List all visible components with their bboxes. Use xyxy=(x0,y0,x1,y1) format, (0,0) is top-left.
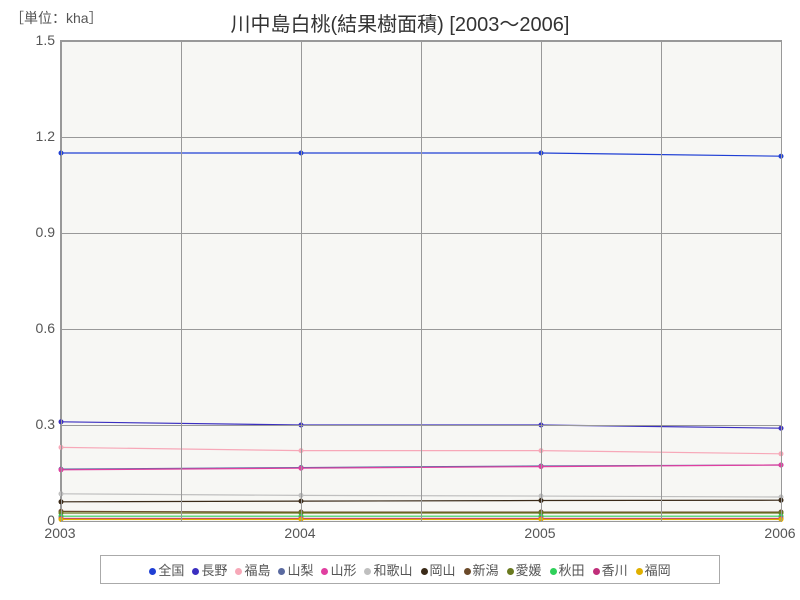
legend-label: 岡山 xyxy=(430,563,456,578)
plot-area xyxy=(60,40,782,522)
gridline-h xyxy=(61,521,781,522)
legend-marker-icon xyxy=(464,568,471,575)
gridline-v xyxy=(61,41,62,521)
gridline-v xyxy=(781,41,782,521)
legend-item: 香川 xyxy=(593,560,628,579)
legend-item: 福岡 xyxy=(636,560,671,579)
y-tick-label: 1.5 xyxy=(36,32,55,48)
legend-item: 福島 xyxy=(235,560,270,579)
legend-marker-icon xyxy=(421,568,428,575)
legend-marker-icon xyxy=(149,568,156,575)
legend-item: 秋田 xyxy=(550,560,585,579)
legend-item: 全国 xyxy=(149,560,184,579)
y-tick-label: 0.6 xyxy=(36,320,55,336)
legend-item: 愛媛 xyxy=(507,560,542,579)
legend-item: 和歌山 xyxy=(364,560,412,579)
legend-marker-icon xyxy=(321,568,328,575)
legend-label: 山形 xyxy=(330,563,356,578)
legend-marker-icon xyxy=(235,568,242,575)
legend-label: 福島 xyxy=(244,563,270,578)
chart-container: ［単位：kha］ 川中島白桃(結果樹面積) [2003～2006] 全国長野福島… xyxy=(0,0,800,600)
legend-marker-icon xyxy=(192,568,199,575)
legend-item: 山梨 xyxy=(278,560,313,579)
legend-item: 岡山 xyxy=(421,560,456,579)
legend-marker-icon xyxy=(507,568,514,575)
gridline-v xyxy=(301,41,302,521)
gridline-v xyxy=(661,41,662,521)
legend-label: 全国 xyxy=(158,563,184,578)
gridline-v xyxy=(421,41,422,521)
x-tick-label: 2003 xyxy=(44,525,75,541)
legend-marker-icon xyxy=(364,568,371,575)
y-tick-label: 1.2 xyxy=(36,128,55,144)
chart-title: 川中島白桃(結果樹面積) [2003～2006] xyxy=(0,8,800,37)
y-tick-label: 0.9 xyxy=(36,224,55,240)
legend: 全国 長野 福島 山梨 山形 和歌山 岡山 新潟 愛媛 秋田 香川 福岡 xyxy=(100,555,720,584)
legend-marker-icon xyxy=(278,568,285,575)
legend-label: 愛媛 xyxy=(516,563,542,578)
legend-label: 新潟 xyxy=(473,563,499,578)
x-tick-label: 2006 xyxy=(764,525,795,541)
legend-marker-icon xyxy=(593,568,600,575)
legend-marker-icon xyxy=(636,568,643,575)
legend-item: 山形 xyxy=(321,560,356,579)
legend-marker-icon xyxy=(550,568,557,575)
x-tick-label: 2004 xyxy=(284,525,315,541)
gridline-v xyxy=(181,41,182,521)
legend-item: 新潟 xyxy=(464,560,499,579)
legend-item: 長野 xyxy=(192,560,227,579)
x-tick-label: 2005 xyxy=(524,525,555,541)
legend-label: 山梨 xyxy=(287,563,313,578)
legend-label: 香川 xyxy=(602,563,628,578)
legend-label: 福岡 xyxy=(645,563,671,578)
y-tick-label: 0.3 xyxy=(36,416,55,432)
legend-label: 長野 xyxy=(201,563,227,578)
gridline-v xyxy=(541,41,542,521)
legend-label: 秋田 xyxy=(559,563,585,578)
legend-label: 和歌山 xyxy=(373,563,412,578)
